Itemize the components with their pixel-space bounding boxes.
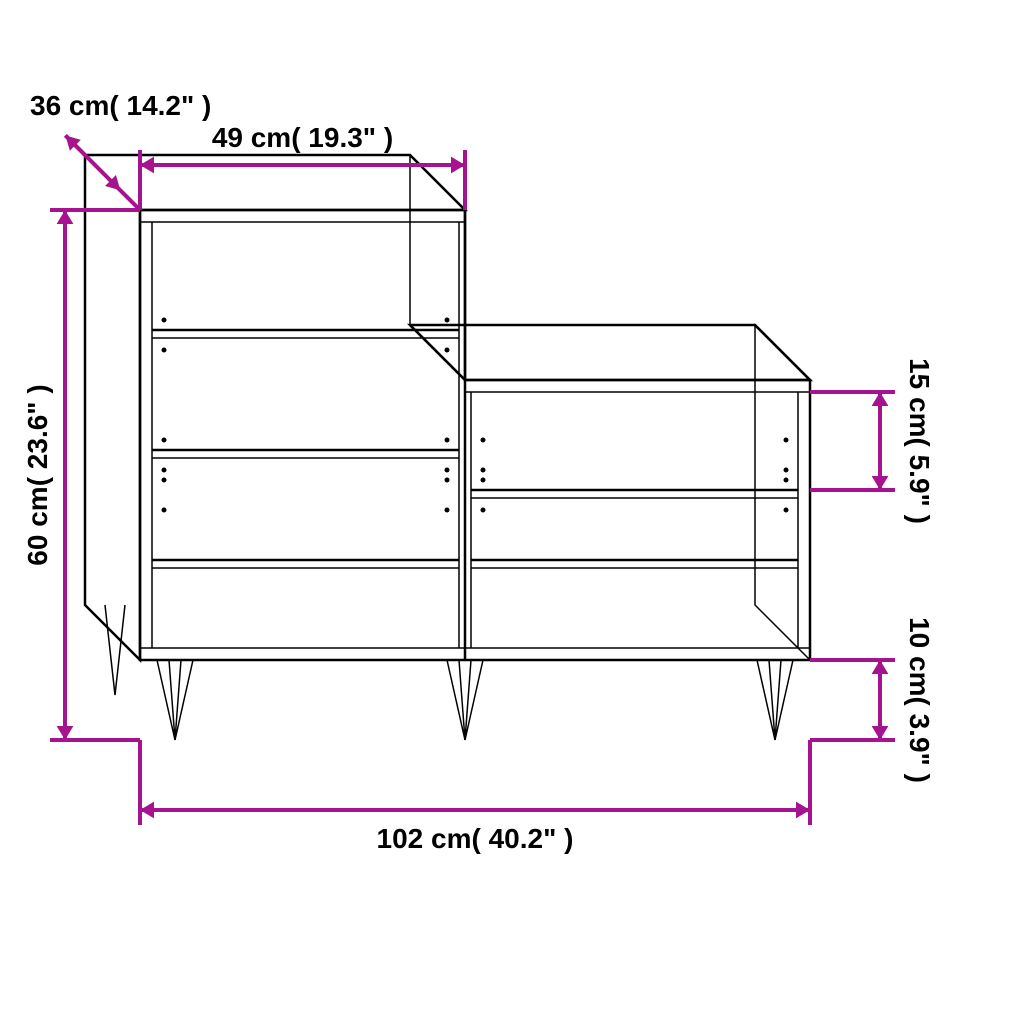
dim-leg: 10 cm( 3.9" ) xyxy=(904,617,935,783)
dim-height: 60 cm( 23.6" ) xyxy=(22,384,53,565)
dim-depth: 36 cm( 14.2" ) xyxy=(30,90,211,121)
dim-top-width: 49 cm( 19.3" ) xyxy=(212,122,393,153)
dim-shelf: 15 cm( 5.9" ) xyxy=(904,358,935,524)
dim-width: 102 cm( 40.2" ) xyxy=(377,823,574,854)
